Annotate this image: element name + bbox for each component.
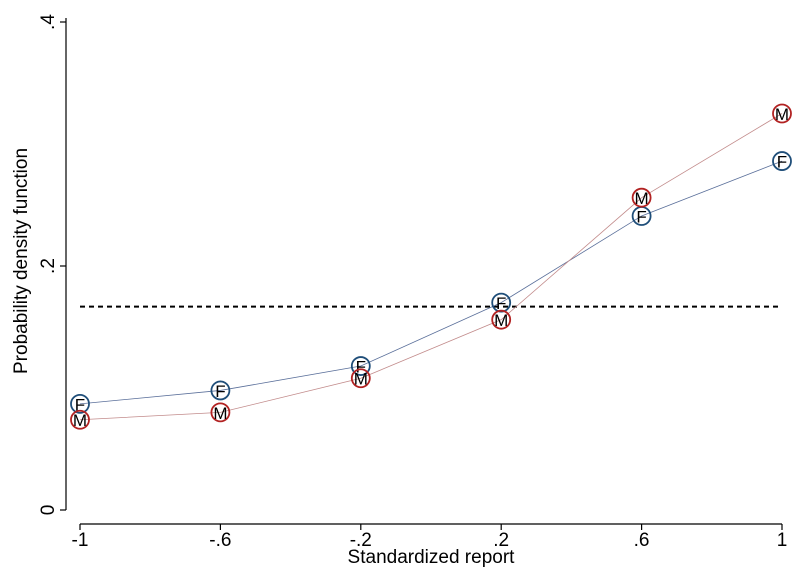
data-point-label-F: F: [75, 395, 85, 414]
y-tick-label: 0: [38, 505, 59, 516]
data-point-label-M: M: [635, 189, 649, 208]
data-point-M: [491, 309, 512, 330]
y-axis-title: Probability density function: [11, 148, 32, 374]
x-tick-label: -.2: [350, 530, 372, 551]
data-point-label-F: F: [636, 207, 646, 226]
x-tick-label: -.6: [209, 530, 231, 551]
data-point-F: [210, 380, 231, 401]
data-point-M: [772, 103, 792, 124]
data-point-F: [350, 356, 371, 376]
data-point-label-M: M: [213, 404, 227, 423]
data-point-label-F: F: [496, 294, 506, 313]
data-point-F: [772, 151, 792, 171]
x-tick-label: 1: [777, 530, 788, 551]
data-point-M: [631, 187, 652, 208]
x-tick-label: .6: [634, 530, 650, 551]
data-point-M: [70, 409, 90, 430]
data-point-label-M: M: [775, 105, 789, 124]
series-line-F: [79, 160, 783, 405]
data-point-F: [70, 393, 90, 414]
plot-area: 0 .2 .4 -1 -.6 -.2 .2 .6 1 Standardized report Pro…: [11, 14, 792, 568]
data-point-M: [350, 368, 371, 389]
data-point-label-F: F: [356, 358, 366, 377]
y-tick-label: .4: [38, 14, 59, 30]
data-point-F: [491, 292, 512, 313]
data-point-label-M: M: [354, 370, 368, 389]
data-point-label-M: M: [494, 311, 508, 330]
data-point-label-F: F: [777, 153, 787, 172]
x-axis-title: Standardized report: [348, 547, 516, 568]
data-point-M: [210, 402, 231, 423]
x-tick-label: -1: [72, 530, 89, 551]
x-tick-label: .2: [493, 530, 509, 551]
data-point-label-M: M: [73, 411, 87, 430]
y-tick-label: .2: [38, 258, 59, 274]
series-line-M: [79, 113, 783, 421]
data-point-label-F: F: [215, 382, 225, 401]
